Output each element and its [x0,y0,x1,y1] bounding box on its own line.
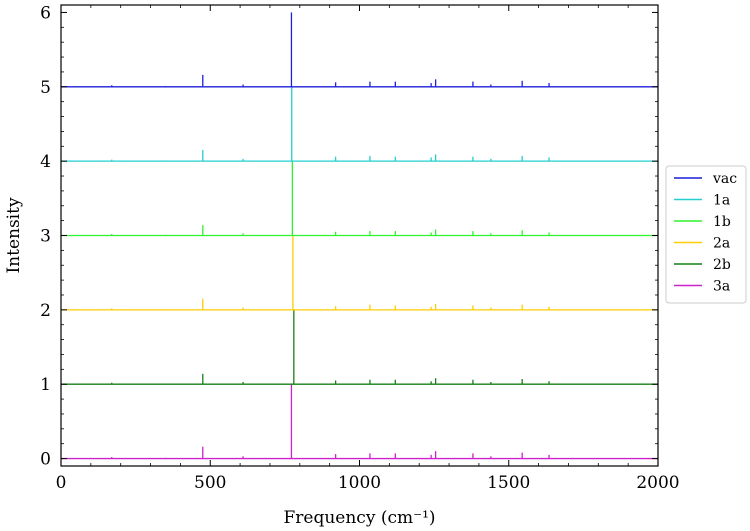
x-tick-label: 0 [56,473,67,493]
series-vac [61,12,658,88]
series-2b [61,309,658,385]
legend-item: 1b [674,214,731,230]
x-axis-label: Frequency (cm⁻¹) [283,508,435,528]
y-tick-label: 6 [40,3,51,23]
x-tick-label: 2000 [636,473,679,493]
y-tick-label: 2 [40,301,51,321]
series-3a [61,384,658,460]
y-axis-label: Intensity [4,197,24,273]
legend-item: 1a [674,193,730,209]
x-tick-label: 1000 [338,473,381,493]
x-tick-label: 500 [194,473,226,493]
legend-label: vac [712,171,737,187]
y-tick-label: 1 [40,375,51,395]
axis-ticks [60,5,659,466]
legend-label: 3a [713,279,730,295]
x-tick-label: 1500 [487,473,530,493]
legend-label: 2b [713,257,731,273]
y-tick-label: 3 [40,227,51,247]
series-1a [61,86,658,162]
series-1b [61,161,658,237]
y-tick-label: 0 [40,450,51,470]
legend-label: 2a [713,236,730,252]
legend-item: 2b [674,257,731,273]
legend-item: 3a [674,279,730,295]
legend: vac 1a 1b 2a 2b 3a [665,165,747,304]
series-2a [61,235,658,311]
legend-label: 1a [713,193,730,209]
y-tick-label: 5 [40,78,51,98]
legend-item: 2a [674,236,730,252]
axis-tick-labels: 0 500 1000 1500 2000 0 1 2 3 4 5 6 [40,3,679,493]
plot-area [61,12,658,460]
y-tick-label: 4 [40,152,51,172]
legend-label: 1b [713,214,731,230]
legend-item: vac [674,171,737,187]
